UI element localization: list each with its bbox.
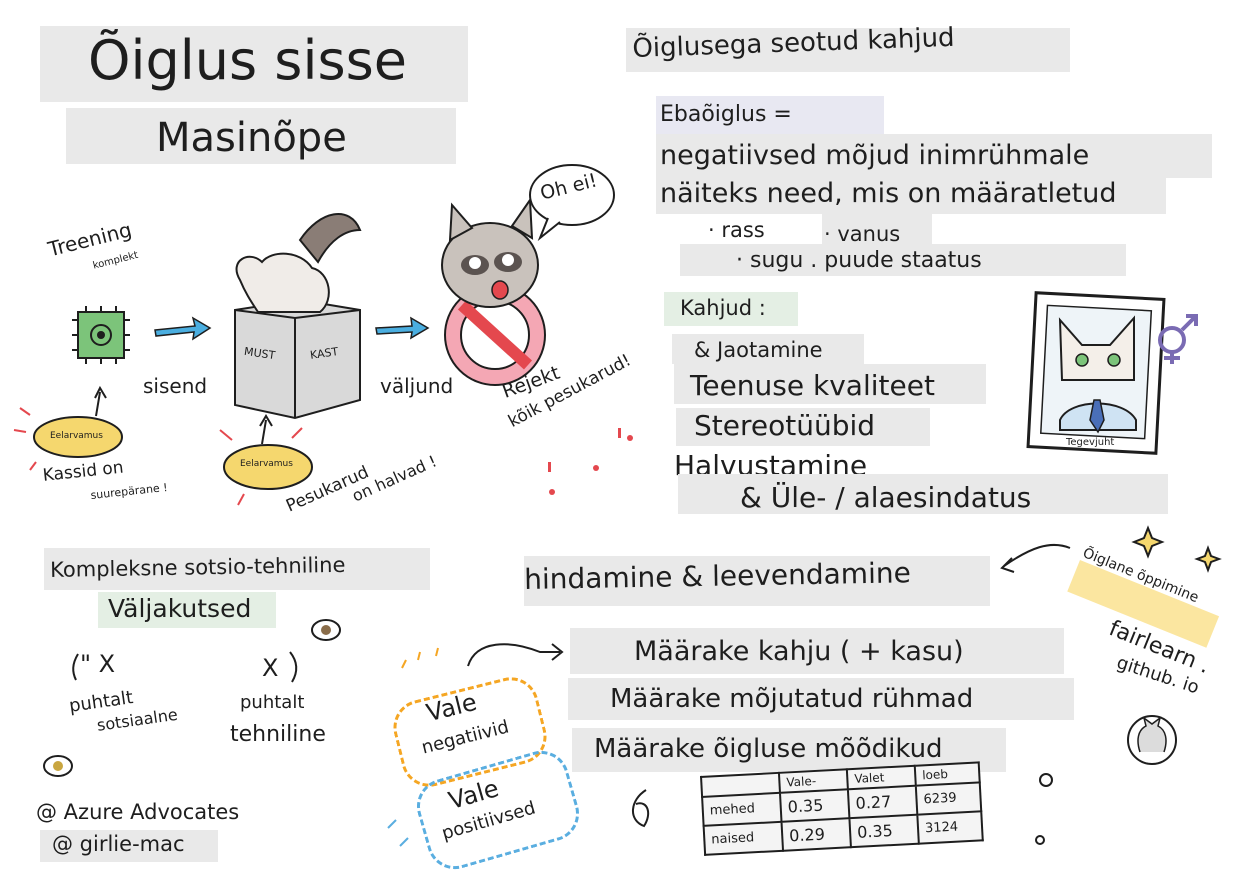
harm-item: Teenuse kvaliteet xyxy=(690,369,935,402)
arrow-right-icon xyxy=(375,316,430,340)
harm-item-highlight xyxy=(672,334,864,364)
harms-list-title: Kahjud : xyxy=(680,296,766,320)
cat-icon xyxy=(235,213,362,313)
page-subtitle: Masinõpe xyxy=(156,115,347,161)
harm-item-highlight xyxy=(676,408,930,446)
input-label: sisend xyxy=(143,374,208,398)
assessment-step: Määrake mõjutatud rühmad xyxy=(610,684,974,714)
table-cell: 0.35 xyxy=(849,814,919,848)
social-x-mark: " X xyxy=(80,650,116,678)
attr-highlight xyxy=(680,244,1126,276)
eye-icon xyxy=(43,755,73,777)
attribute-age: · vanus xyxy=(824,222,901,246)
table-cell: 0.35 xyxy=(779,789,850,822)
chip-icon xyxy=(72,306,130,364)
box-left-label: MUST xyxy=(243,344,277,363)
speech-text: Oh ei! xyxy=(538,169,600,205)
arrow-right-icon xyxy=(154,316,212,341)
step-highlight xyxy=(570,628,1064,674)
harm-item: & Jaotamine xyxy=(694,338,823,362)
gender-symbol-icon xyxy=(1158,314,1198,364)
page-title: Õiglus sisse xyxy=(88,29,407,92)
bias-badge-label: Eelarvamus xyxy=(240,459,293,469)
assessment-heading: hindamine & leevendamine xyxy=(523,556,912,596)
purely-tech-sub: tehniline xyxy=(230,722,326,747)
title-highlight xyxy=(40,26,468,102)
challenges-highlight xyxy=(98,592,276,628)
challenges-subheading: Väljakutsed xyxy=(108,594,252,623)
tech-x-mark: X xyxy=(262,654,279,682)
training-sub-label: komplekt xyxy=(91,249,140,272)
unfairness-definition-line2: negatiivsed mõjud inimrühmale xyxy=(660,140,1090,171)
assessment-step: Määrake kahju ( + kasu) xyxy=(634,636,964,667)
harm-item: & Üle- / alaesindatus xyxy=(740,481,1032,514)
credit-highlight xyxy=(40,830,218,862)
cats-claim-label: Kassid on xyxy=(41,457,125,486)
def-highlight xyxy=(656,178,1166,214)
raccoon-icon xyxy=(441,197,539,308)
unfairness-definition-line3: näiteks need, mis on määratletud xyxy=(660,178,1117,209)
harms-list-highlight xyxy=(664,292,798,326)
harm-item-highlight xyxy=(674,364,986,404)
output-label: väljund xyxy=(380,374,454,398)
table-cell: 6239 xyxy=(915,782,982,815)
def-highlight xyxy=(656,134,1212,178)
credit-azure: @ Azure Advocates xyxy=(36,800,240,824)
harm-item-highlight xyxy=(678,474,1168,514)
ceo-portrait-icon xyxy=(1026,291,1166,455)
box-right-label: KAST xyxy=(309,345,340,362)
table-cell: mehed xyxy=(702,792,782,826)
sparkle-icon xyxy=(1131,525,1222,573)
def-highlight xyxy=(656,96,884,134)
table-cell: 3124 xyxy=(917,811,983,844)
bias-badge-icon xyxy=(13,385,123,471)
red-marks xyxy=(548,428,633,495)
table-cell: naised xyxy=(703,821,784,855)
subtitle-highlight xyxy=(66,108,456,164)
table-cell: 0.29 xyxy=(781,818,851,851)
metrics-table: Vale- Valet loeb mehed 0.35 0.27 6239 na… xyxy=(700,761,984,856)
assessment-heading-highlight xyxy=(524,556,990,606)
harm-item: Stereotüübid xyxy=(694,409,876,442)
assessment-step: Määrake õigluse mõõdikud xyxy=(594,734,943,764)
credit-author: @ girlie-mac xyxy=(52,832,185,856)
step-highlight xyxy=(568,678,1074,720)
challenges-heading: Kompleksne sotsio-tehniline xyxy=(49,552,346,582)
bias-badge-label: Eelarvamus xyxy=(50,431,103,441)
attribute-gender: · sugu . puude staatus xyxy=(736,248,982,273)
attr-highlight xyxy=(822,214,932,244)
table-cell: 0.27 xyxy=(847,785,918,819)
harms-heading-highlight xyxy=(626,28,1070,72)
github-icon xyxy=(1127,715,1177,765)
attribute-race: · rass xyxy=(708,218,765,242)
eye-icon xyxy=(311,619,341,641)
purely-tech-label: puhtalt xyxy=(240,692,305,713)
unfairness-definition: Ebaõiglus = xyxy=(660,102,792,127)
cats-claim-sub: suurepärane ! xyxy=(89,480,169,502)
portrait-caption: Tegevjuht xyxy=(1066,437,1115,448)
challenges-highlight xyxy=(44,548,430,590)
